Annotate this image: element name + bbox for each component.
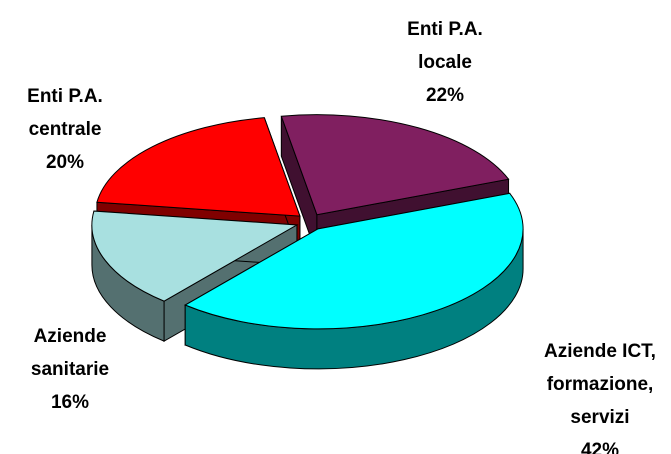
slice-percent: 20% [46, 152, 84, 173]
slice-percent: 42% [581, 440, 619, 454]
slice [91, 210, 299, 302]
slice [184, 192, 524, 330]
slice-percent: 22% [426, 85, 464, 106]
slice-label: Aziende sanitarie [31, 326, 109, 380]
slice-label: Aziende ICT, formazione, servizi [544, 341, 656, 428]
slice-label: Enti P.A. locale [407, 19, 483, 73]
slice [280, 114, 510, 216]
slice-percent: 16% [51, 392, 89, 413]
slice-label: Enti P.A. centrale [27, 86, 103, 140]
slice [96, 117, 301, 217]
